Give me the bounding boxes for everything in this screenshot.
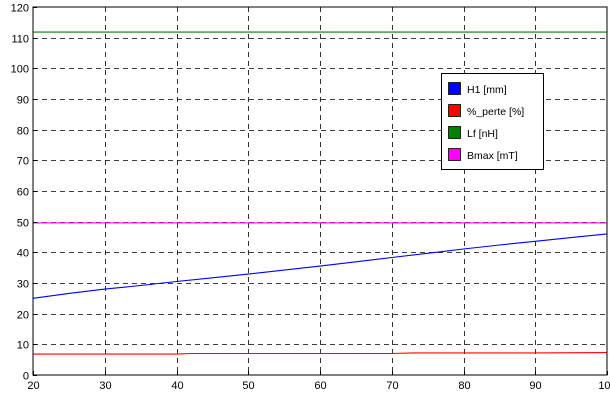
x-tick-label: 100: [598, 380, 610, 392]
y-tick-label: 40: [17, 248, 29, 260]
axes: 20 30 40 50 60 70 80 90 100 0 10 20 30 40 50 60 70 80 90 10…: [11, 3, 610, 393]
x-tick-label: 60: [314, 380, 326, 392]
legend-label: Lf [nH]: [467, 128, 498, 140]
legend-swatch: [448, 126, 461, 139]
x-tick-label: 50: [242, 380, 254, 392]
y-tick-label: 70: [17, 156, 29, 168]
x-tick-label: 30: [99, 380, 111, 392]
legend-swatch: [448, 104, 461, 117]
grid: [33, 7, 607, 375]
legend-swatch: [448, 82, 461, 95]
y-tick-label: 110: [11, 34, 29, 46]
x-tick-label: 80: [458, 380, 470, 392]
y-tick-label: 0: [23, 371, 29, 383]
legend: H1 [mm] %_perte [%] Lf [nH] Bmax [mT]: [441, 73, 544, 170]
y-tick-label: 120: [11, 3, 29, 15]
series-line-1: [33, 352, 608, 355]
x-tick-label: 20: [27, 380, 39, 392]
series-line-0: [32, 233, 608, 299]
legend-label: Bmax [mT]: [467, 150, 518, 162]
y-tick-label: 50: [17, 218, 29, 230]
x-tick-label: 70: [386, 380, 398, 392]
legend-label: H1 [mm]: [467, 84, 507, 96]
y-tick-label: 10: [17, 340, 29, 352]
y-tick-label: 90: [17, 95, 29, 107]
legend-swatch: [448, 148, 461, 161]
y-tick-label: 60: [17, 187, 29, 199]
y-tick-label: 20: [17, 310, 29, 322]
plot-area-frame: [32, 6, 608, 376]
y-tick-label: 80: [17, 126, 29, 138]
y-tick-label: 100: [11, 64, 29, 76]
series-lines: [32, 31, 608, 355]
y-tick-label: 30: [17, 279, 29, 291]
x-tick-label: 40: [171, 380, 183, 392]
legend-label: %_perte [%]: [467, 106, 524, 118]
x-tick-label: 90: [529, 380, 541, 392]
